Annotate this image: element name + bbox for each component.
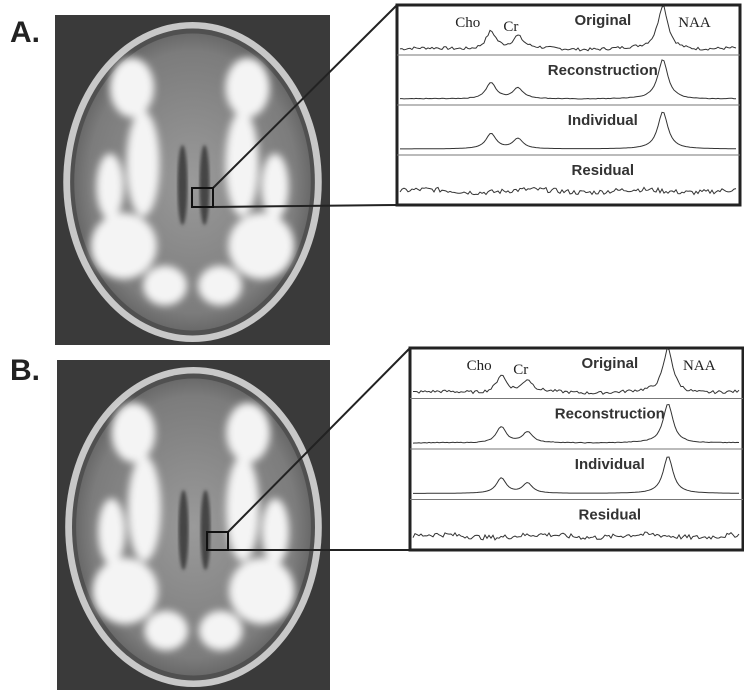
white-matter-region xyxy=(228,213,294,279)
row-title: Reconstruction xyxy=(555,406,665,423)
white-matter-region xyxy=(98,499,125,565)
row-title: Individual xyxy=(568,112,638,129)
row-title: Original xyxy=(581,355,638,372)
white-matter-region xyxy=(199,611,243,651)
ventricle xyxy=(178,145,188,225)
white-matter-region xyxy=(96,154,124,220)
white-matter-region xyxy=(128,456,161,562)
panel-label: B. xyxy=(10,354,40,387)
row-title: Individual xyxy=(575,456,645,473)
white-matter-region xyxy=(92,558,158,624)
white-matter-region xyxy=(262,499,289,565)
white-matter-region xyxy=(110,58,154,117)
white-matter-region xyxy=(144,611,188,651)
ventricle xyxy=(201,490,211,570)
white-matter-region xyxy=(261,154,289,220)
white-matter-region xyxy=(226,456,259,562)
row-title: Reconstruction xyxy=(548,62,658,79)
peak-label: Cr xyxy=(503,19,518,35)
figure: A. Original Reconstruction Individual Residu… xyxy=(0,0,744,690)
white-matter-region xyxy=(198,266,242,306)
peak-label: Cr xyxy=(513,362,528,378)
peak-label: NAA xyxy=(678,15,711,31)
peak-label: NAA xyxy=(683,358,716,374)
panel-label: A. xyxy=(10,16,40,49)
white-matter-region xyxy=(112,403,156,462)
ventricle xyxy=(200,145,210,225)
white-matter-region xyxy=(226,111,259,217)
peak-label: Cho xyxy=(467,358,492,374)
white-matter-region xyxy=(226,403,270,462)
panel: B. Original Reconstruction Individual Residu… xyxy=(10,348,743,690)
row-title: Residual xyxy=(572,162,635,179)
ventricle xyxy=(179,490,189,570)
white-matter-region xyxy=(127,111,160,217)
panel: A. Original Reconstruction Individual Residu… xyxy=(10,5,740,345)
white-matter-region xyxy=(91,213,157,279)
white-matter-region xyxy=(229,558,295,624)
white-matter-region xyxy=(226,58,270,117)
row-title: Residual xyxy=(579,507,642,524)
white-matter-region xyxy=(143,266,187,306)
row-title: Original xyxy=(574,12,631,29)
peak-label: Cho xyxy=(455,15,480,31)
